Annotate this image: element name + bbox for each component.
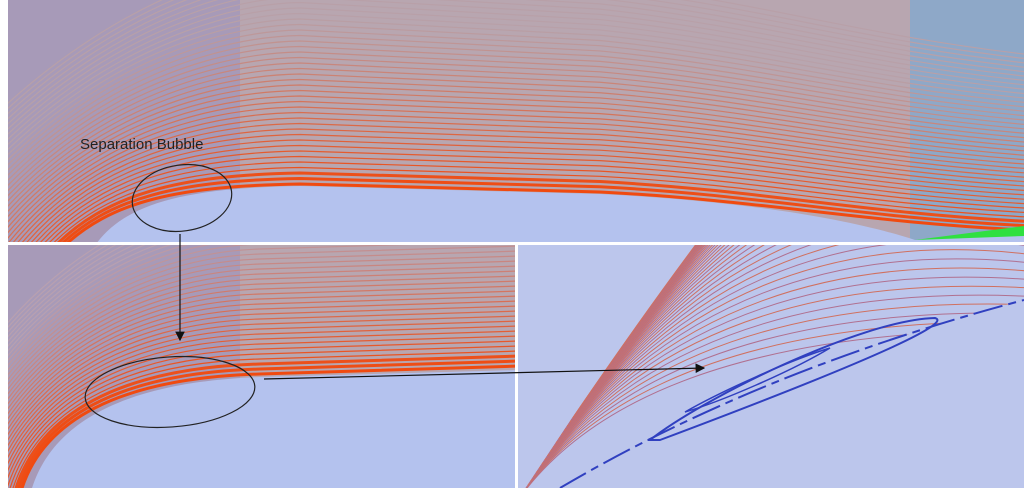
figure: Separation Bubble [0, 0, 1024, 488]
top-panel [0, 0, 1024, 250]
annotation-label: Separation Bubble [80, 136, 203, 153]
